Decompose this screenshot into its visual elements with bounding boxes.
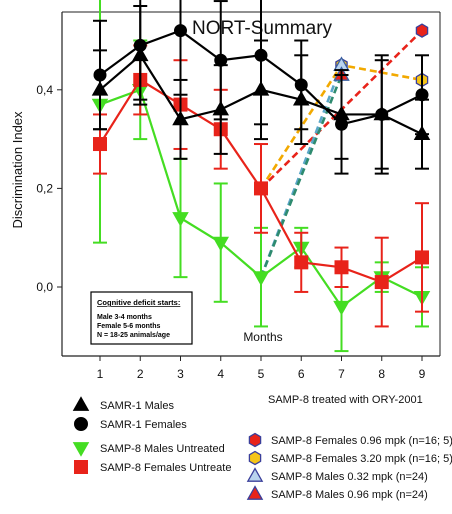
annotation-line-3: N = 18-25 animals/age — [97, 332, 170, 339]
y-tick-label: 0,0 — [36, 280, 53, 294]
data-point — [93, 68, 107, 82]
x-tick-label: 7 — [338, 367, 345, 381]
legend-label: SAMP-8 Males 0.96 mpk (n=24) — [271, 489, 428, 501]
x-tick-label: 8 — [378, 367, 385, 381]
data-point — [374, 275, 389, 290]
y-tick-label: 0,2 — [36, 181, 53, 195]
data-point — [172, 212, 189, 227]
cognitive-deficit-box: Cognitive deficit starts: Male 3-4 month… — [90, 291, 193, 345]
data-point — [415, 88, 429, 102]
data-point — [212, 236, 230, 252]
legend-marker — [72, 396, 90, 411]
legend-marker — [246, 485, 264, 500]
legend-label: SAMP-8 Females Untreate — [100, 462, 231, 474]
chart-title: NORT-Summary — [192, 18, 333, 39]
data-point — [294, 78, 308, 92]
annotation-heading: Cognitive deficit starts: — [97, 298, 180, 307]
data-point — [254, 48, 268, 62]
legend-marker — [248, 450, 262, 466]
data-point — [334, 260, 349, 275]
data-point — [375, 107, 389, 121]
x-tick-label: 1 — [97, 367, 104, 381]
legend-label: SAMR-1 Males — [100, 400, 174, 412]
data-point — [294, 255, 309, 270]
legend-label: SAMP-8 Males 0.32 mpk (n=24) — [271, 471, 428, 483]
series-4 — [260, 23, 429, 190]
annotation-line-1: Male 3-4 months — [97, 314, 152, 321]
legend-label: SAMP-8 Males Untreated — [100, 443, 225, 455]
data-point — [93, 137, 107, 152]
legend-marker — [74, 460, 88, 474]
data-point — [214, 53, 228, 67]
data-point — [415, 23, 429, 38]
plot-frame — [61, 11, 441, 357]
x-tick-label: 9 — [419, 367, 426, 381]
legend: SAMR-1 Males SAMR-1 Females SAMP-8 Males U… — [72, 396, 452, 501]
annotation-line-2: Female 5-6 months — [97, 323, 161, 330]
series-layer — [91, 0, 431, 353]
x-tick-label: 3 — [177, 367, 184, 381]
data-point — [254, 181, 268, 196]
data-point — [252, 271, 270, 286]
x-axis-label: Months — [243, 330, 282, 344]
legend-label: SAMP-8 Females 0.96 mpk (n=16; 5) — [271, 435, 452, 447]
data-point — [415, 250, 429, 265]
y-tick-label: 0,4 — [36, 83, 53, 97]
data-point — [133, 38, 147, 52]
x-tick-label: 6 — [298, 367, 305, 381]
data-point — [174, 24, 187, 38]
x-axis-ticks: 1 2 3 4 5 6 7 8 9 — [97, 356, 426, 381]
legend-label: SAMP-8 Females 3.20 mpk (n=16; 5) — [271, 453, 452, 465]
series-1 — [93, 0, 429, 175]
legend-label: SAMR-1 Females — [100, 419, 187, 431]
data-point — [172, 110, 189, 126]
x-tick-label: 5 — [258, 367, 265, 381]
data-point — [333, 300, 350, 316]
legend-marker — [246, 467, 264, 482]
treatment-label: SAMP-8 treated with ORY-2001 — [268, 394, 423, 406]
x-tick-label: 2 — [137, 367, 144, 381]
legend-marker — [74, 417, 88, 431]
legend-marker — [248, 432, 262, 448]
legend-marker — [72, 442, 90, 457]
y-axis-ticks: 0,00,20,40,60,8 — [36, 83, 62, 294]
x-tick-label: 4 — [217, 367, 224, 381]
y-axis-label: Discrimination Index — [10, 111, 25, 229]
data-point — [335, 117, 348, 131]
